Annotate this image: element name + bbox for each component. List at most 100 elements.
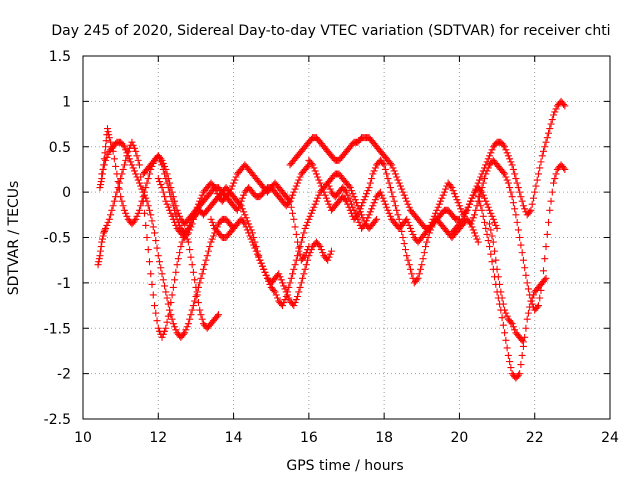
data-point: [316, 243, 324, 251]
data-point: [159, 330, 167, 338]
data-point: [279, 279, 287, 287]
data-point: [182, 326, 190, 334]
x-axis-title: GPS time / hours: [286, 458, 403, 474]
data-point: [112, 162, 120, 170]
data-point: [551, 108, 559, 116]
data-point: [130, 144, 138, 152]
data-point: [363, 217, 371, 225]
data-point: [281, 296, 289, 304]
data-point: [144, 202, 152, 210]
data-point: [177, 243, 185, 251]
data-point: [385, 179, 393, 187]
data-point: [107, 211, 115, 219]
data-point: [188, 220, 196, 228]
data-point: [146, 206, 154, 214]
y-tick-label: -1.5: [44, 321, 71, 337]
y-tick-labels: 1.5 1 0.5 0 -0.5 -1 -1.5 -2 -2.5: [44, 49, 71, 428]
data-point: [430, 212, 438, 220]
data-point: [325, 182, 333, 190]
data-point: [147, 270, 155, 278]
data-point: [307, 159, 315, 167]
data-point: [251, 244, 259, 252]
data-point: [290, 215, 298, 223]
data-point: [197, 311, 205, 319]
data-point: [100, 229, 108, 237]
data-point: [492, 256, 500, 264]
data-point: [300, 229, 308, 237]
data-point: [130, 217, 138, 225]
data-point: [317, 246, 325, 254]
data-point: [509, 323, 517, 331]
data-point: [434, 203, 442, 211]
data-point: [516, 370, 524, 378]
data-point: [388, 188, 396, 196]
data-point: [314, 194, 322, 202]
data-point: [305, 215, 313, 223]
data-point: [438, 194, 446, 202]
data-point: [345, 182, 353, 190]
data-point: [349, 190, 357, 198]
data-point: [399, 234, 407, 241]
data-point: [472, 185, 480, 193]
data-point: [186, 226, 194, 234]
data-point: [117, 175, 125, 183]
data-point: [492, 221, 500, 229]
data-point: [204, 247, 212, 255]
data-point: [427, 221, 435, 229]
data-point: [304, 218, 312, 226]
data-point: [489, 238, 497, 246]
data-point: [270, 286, 278, 294]
data-point: [514, 184, 522, 192]
data-point: [370, 199, 378, 207]
data-point: [263, 274, 271, 282]
data-point: [453, 196, 461, 204]
y-tick-label: -1: [57, 276, 71, 292]
data-point: [496, 280, 504, 288]
x-tick-label: 20: [451, 430, 469, 446]
data-point: [166, 306, 174, 314]
data-point: [183, 230, 191, 238]
data-point: [304, 246, 312, 254]
data-point: [98, 235, 106, 243]
data-point: [193, 203, 201, 211]
data-point: [503, 312, 511, 320]
data-point: [527, 206, 535, 214]
data-point: [561, 165, 569, 173]
data-point: [405, 221, 413, 229]
data-point: [383, 203, 391, 211]
data-point: [172, 221, 180, 229]
data-point: [161, 193, 169, 201]
track-12: [474, 193, 550, 382]
data-point: [536, 294, 544, 302]
data-point: [296, 283, 304, 291]
data-point: [478, 206, 486, 214]
data-point: [172, 326, 180, 334]
data-point: [187, 311, 195, 319]
data-point: [507, 188, 515, 196]
data-point: [163, 170, 171, 178]
data-point: [196, 306, 204, 314]
data-point: [233, 206, 241, 214]
data-point: [144, 246, 152, 254]
data-point: [371, 164, 379, 172]
data-point: [460, 212, 468, 220]
data-point: [124, 152, 132, 160]
data-point: [164, 300, 172, 308]
data-point: [518, 249, 526, 257]
data-point: [499, 168, 507, 176]
data-point: [153, 244, 161, 252]
data-point: [498, 294, 506, 302]
data-point: [171, 323, 179, 331]
data-point: [248, 238, 256, 246]
data-point: [537, 158, 545, 166]
data-point: [100, 161, 108, 169]
data-point: [384, 206, 392, 214]
data-point: [324, 256, 332, 264]
data-point: [242, 223, 250, 231]
data-point: [133, 212, 141, 220]
plot-frame: [82, 55, 611, 420]
data-point: [311, 200, 319, 208]
data-point: [301, 224, 309, 232]
data-point: [533, 176, 541, 184]
data-point: [119, 202, 127, 210]
